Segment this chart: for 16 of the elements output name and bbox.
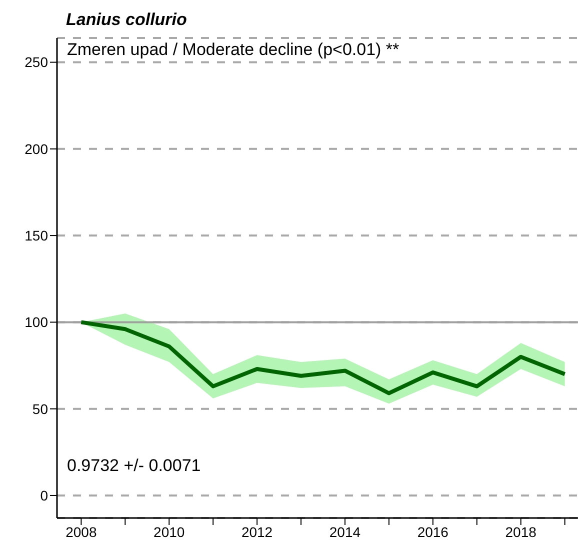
chart-title: Lanius collurio (66, 10, 187, 30)
y-tick-label: 150 (24, 228, 48, 244)
x-tick-label: 2016 (417, 524, 449, 540)
y-tick-label: 250 (24, 54, 48, 70)
y-tick-label: 100 (24, 314, 48, 330)
x-tick-label: 2008 (66, 524, 97, 540)
y-tick-label: 50 (32, 400, 48, 417)
x-tick-label: 2014 (329, 524, 361, 540)
y-tick-label: 200 (24, 140, 48, 157)
x-tick-label: 2012 (241, 524, 273, 540)
y-tick-label: 0 (40, 487, 48, 504)
line-series (79, 320, 567, 396)
x-tick-label: 2018 (505, 524, 537, 540)
annotation: Zmeren upad / Moderate decline (p<0.01) ** (67, 40, 400, 60)
x-tick-label: 2010 (154, 524, 185, 540)
annotation: 0.9732 +/- 0.0071 (67, 456, 201, 476)
